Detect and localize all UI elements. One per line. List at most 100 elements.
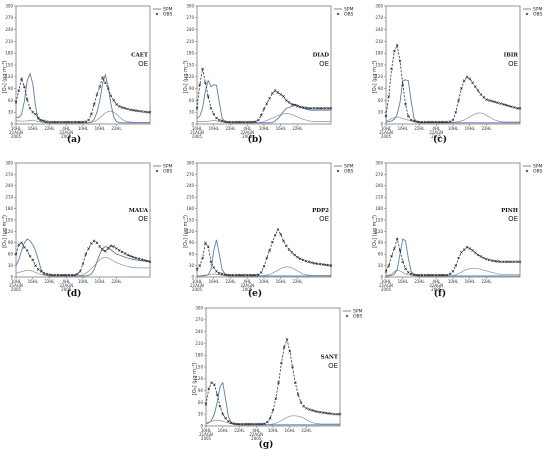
obs-point: [315, 262, 319, 266]
chart-panel-diad: 0 30 60 90 120 150 180 210 240 270 300 [O₃] (μg m⁻³…: [183, 3, 354, 145]
obs-point: [443, 120, 446, 124]
obs-point: [56, 120, 60, 124]
obs-point: [76, 120, 79, 124]
obs-point: [259, 114, 263, 117]
obs-point: [482, 256, 486, 260]
obs-point: [330, 412, 333, 416]
obs-point: [273, 89, 277, 92]
obs-point: [39, 269, 43, 273]
obs-point: [76, 272, 79, 276]
legend-label-obs: OBS: [344, 169, 354, 175]
y-axis-label: [O₃] (μg m⁻³): [192, 362, 198, 395]
obs-point: [28, 254, 32, 258]
y-tick-label: 210: [186, 39, 194, 44]
y-tick-label: 300: [375, 160, 383, 165]
legend-label-spm: SPM: [163, 7, 173, 13]
obs-point: [115, 103, 118, 106]
y-tick-label: 270: [186, 172, 194, 177]
x-tick-label: 22HL: [234, 428, 245, 433]
obs-point: [420, 273, 424, 277]
obs-point: [56, 273, 60, 277]
y-tick-label: 210: [375, 39, 383, 44]
obs-point: [429, 273, 432, 277]
obs-point: [104, 249, 107, 253]
obs-point: [198, 264, 202, 267]
legend-swatch-obs: [345, 314, 349, 318]
obs-point: [298, 105, 302, 109]
obs-point: [395, 237, 399, 241]
x-tick-label: 10HL: [259, 126, 270, 131]
y-tick-label: 180: [5, 206, 13, 211]
obs-point: [291, 365, 294, 369]
obs-point: [204, 241, 207, 245]
obs-point: [126, 253, 129, 257]
y-tick-label: 30: [189, 110, 195, 115]
obs-point: [482, 95, 486, 99]
obs-point: [490, 259, 494, 262]
obs-point: [234, 120, 238, 124]
obs-point: [39, 118, 43, 122]
y-axis-label: [O₃] (μg m⁻³): [2, 215, 8, 248]
obs-point: [321, 106, 324, 110]
obs-point: [224, 416, 227, 420]
obs-point: [462, 248, 466, 251]
obs-point: [437, 273, 441, 277]
x-tick-label: 16HL: [218, 428, 229, 433]
obs-point: [282, 239, 285, 243]
obs-point: [304, 106, 308, 110]
obs-point: [440, 120, 444, 124]
x-tick-sublabel: 2005: [201, 436, 212, 441]
x-tick-sublabel: 2005: [242, 287, 253, 292]
y-tick-label: 90: [189, 240, 195, 245]
obs-point: [487, 258, 491, 262]
y-tick-label: 90: [8, 240, 14, 245]
plot-area: [15, 162, 151, 278]
obs-point: [126, 107, 129, 111]
y-axis-label: [O₃] (μg m⁻³): [372, 215, 378, 248]
obs-point: [78, 269, 82, 273]
obs-point: [299, 401, 303, 404]
obs-point: [213, 383, 216, 387]
y-tick-label: 150: [375, 217, 383, 222]
y-tick-label: 0: [380, 121, 383, 126]
obs-point: [504, 103, 508, 107]
series-line-spm: [15, 72, 150, 124]
obs-point: [465, 75, 469, 79]
obs-point: [201, 256, 204, 260]
obs-point: [501, 260, 505, 264]
y-tick-label: 300: [5, 3, 13, 8]
obs-point: [37, 268, 40, 271]
obs-point: [249, 422, 252, 426]
obs-point: [321, 411, 325, 414]
obs-point: [393, 49, 396, 53]
x-tick-label: 10HL: [11, 279, 22, 284]
obs-point: [401, 260, 405, 264]
obs-point: [426, 273, 430, 277]
obs-point: [318, 262, 322, 266]
obs-point: [262, 107, 266, 111]
obs-point: [143, 110, 146, 114]
obs-point: [226, 273, 230, 277]
y-tick-label: 120: [186, 229, 194, 234]
obs-point: [415, 120, 419, 123]
obs-point: [129, 254, 132, 258]
x-tick-sublabel: 22AGN: [240, 130, 254, 135]
obs-point: [384, 269, 388, 273]
y-tick-label: 240: [195, 329, 203, 334]
obs-point: [254, 120, 257, 123]
x-tick-sublabel: 2005: [61, 287, 72, 292]
obs-point: [384, 114, 388, 118]
site-label: IBIR: [504, 53, 519, 59]
y-tick-label: 240: [186, 183, 194, 188]
obs-point: [218, 405, 222, 408]
obs-point: [73, 120, 76, 124]
obs-point: [407, 271, 410, 274]
obs-point: [307, 106, 310, 110]
chart-panel-pinh: 0 30 60 90 120 150 180 210 240 270 300 [O₃] (μg m⁻³…: [372, 160, 543, 299]
series-line-spm: [197, 239, 331, 277]
obs-point: [45, 120, 49, 123]
obs-point: [134, 109, 138, 112]
obs-point: [448, 120, 452, 123]
obs-point: [471, 81, 474, 85]
